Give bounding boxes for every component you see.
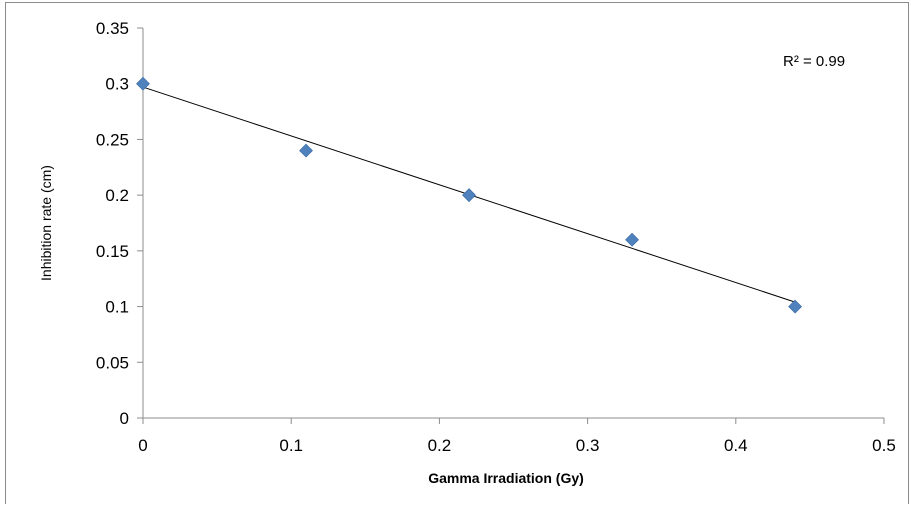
x-tick-label: 0.5 — [872, 436, 896, 455]
data-point — [462, 188, 476, 203]
y-tick-label: 0.15 — [96, 242, 129, 261]
y-tick-label: 0.05 — [96, 353, 129, 372]
y-tick-label: 0.25 — [96, 130, 129, 149]
y-tick-label: 0.3 — [105, 75, 129, 94]
x-axis-title: Gamma Irradiation (Gy) — [428, 470, 584, 486]
y-axis-title: Inhibition rate (cm) — [38, 165, 54, 281]
x-tick-label: 0.3 — [576, 436, 600, 455]
y-tick-label: 0 — [120, 409, 129, 428]
data-point — [625, 232, 639, 247]
tick-labels: 0 0.05 0.1 0.15 0.2 0.25 0.3 0.35 0 0.1 0.2 0.3 0.4 0… — [96, 19, 896, 455]
x-tick-label: 0.4 — [724, 436, 748, 455]
data-point — [299, 143, 313, 158]
y-tick-label: 0.35 — [96, 19, 129, 38]
chart-frame — [5, 2, 909, 504]
data-points — [136, 76, 803, 314]
data-point — [136, 76, 150, 91]
y-tick-label: 0.1 — [105, 298, 129, 317]
data-point — [788, 299, 803, 314]
axes — [137, 27, 885, 424]
y-tick-label: 0.2 — [105, 186, 129, 205]
x-tick-label: 0 — [138, 436, 147, 455]
x-tick-label: 0.1 — [279, 436, 303, 455]
x-tick-label: 0.2 — [428, 436, 452, 455]
r-squared-annotation: R² = 0.99 — [783, 53, 845, 70]
